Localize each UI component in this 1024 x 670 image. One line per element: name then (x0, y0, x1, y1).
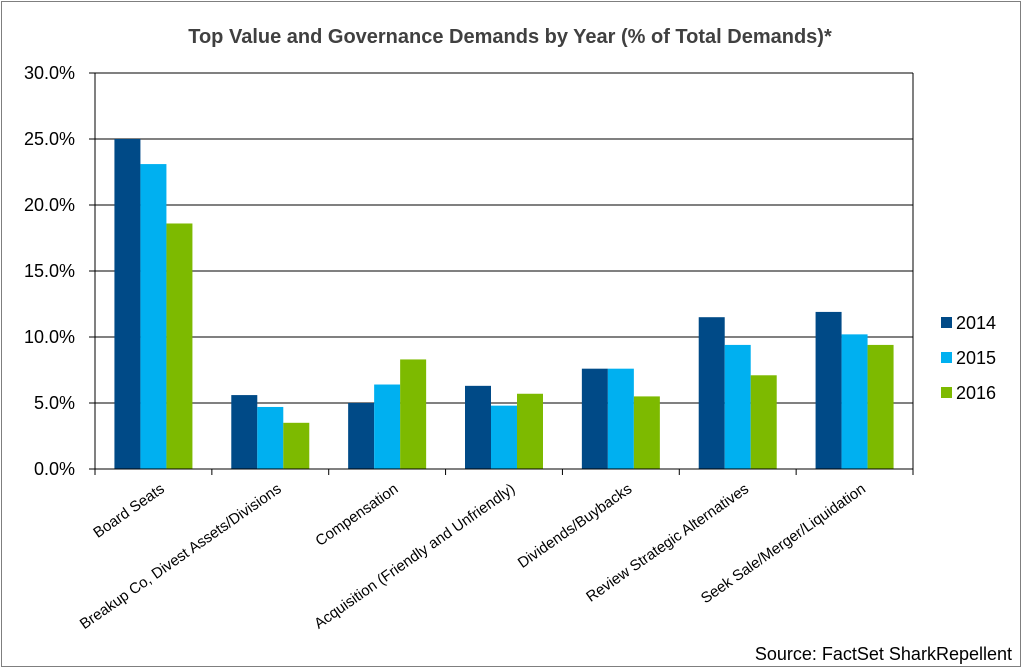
bar-2014 (698, 317, 725, 469)
bar-2015 (491, 405, 517, 469)
y-tick-label: 10.0% (24, 327, 75, 347)
y-tick-label: 30.0% (24, 63, 75, 83)
bar-2015 (841, 334, 868, 469)
legend: 2014 2015 2016 (941, 313, 996, 403)
legend-label: 2014 (956, 313, 996, 333)
category-label: Dividends/Buybacks (515, 480, 635, 571)
y-tick-label: 5.0% (34, 393, 75, 413)
category-label: Acquisition (Friendly and Unfriendly) (311, 480, 518, 632)
bar-2015 (257, 406, 284, 469)
y-tick-label: 20.0% (24, 195, 75, 215)
bar-2016 (633, 396, 660, 469)
bar-2016 (867, 344, 894, 469)
source-note: Source: FactSet SharkRepellent (755, 644, 1012, 664)
bar-2015 (374, 384, 401, 469)
bar-2015 (724, 344, 751, 469)
axes (94, 73, 914, 475)
y-tick-label: 25.0% (24, 129, 75, 149)
bar-2015 (140, 164, 167, 469)
bar-2014 (231, 395, 258, 469)
legend-swatch-2014 (941, 317, 952, 328)
category-label: Board Seats (90, 480, 167, 541)
bar-2015 (607, 368, 634, 469)
bar-2014 (815, 311, 842, 469)
legend-label: 2016 (956, 383, 996, 403)
bar-2014 (465, 385, 491, 469)
bars (114, 139, 894, 469)
bar-2016 (283, 422, 310, 469)
chart-title: Top Value and Governance Demands by Year… (188, 26, 832, 48)
bar-2014 (114, 139, 141, 469)
y-tick-label: 15.0% (24, 261, 75, 281)
legend-swatch-2015 (941, 352, 952, 363)
y-axis-ticks: 0.0% 5.0% 10.0% 15.0% 20.0% 25.0% 30.0% (24, 63, 95, 479)
bar-2016 (517, 393, 543, 469)
bar-2016 (400, 359, 427, 469)
bar-2016 (750, 375, 777, 469)
category-label: Breakup Co, Divest Assets/Divisions (77, 480, 285, 633)
legend-label: 2015 (956, 348, 996, 368)
bar-2016 (166, 223, 193, 469)
bar-2014 (581, 368, 608, 469)
grid-lines (95, 72, 913, 404)
y-tick-label: 0.0% (34, 459, 75, 479)
category-label: Compensation (312, 480, 401, 549)
legend-swatch-2016 (941, 387, 952, 398)
bar-2014 (348, 403, 375, 469)
